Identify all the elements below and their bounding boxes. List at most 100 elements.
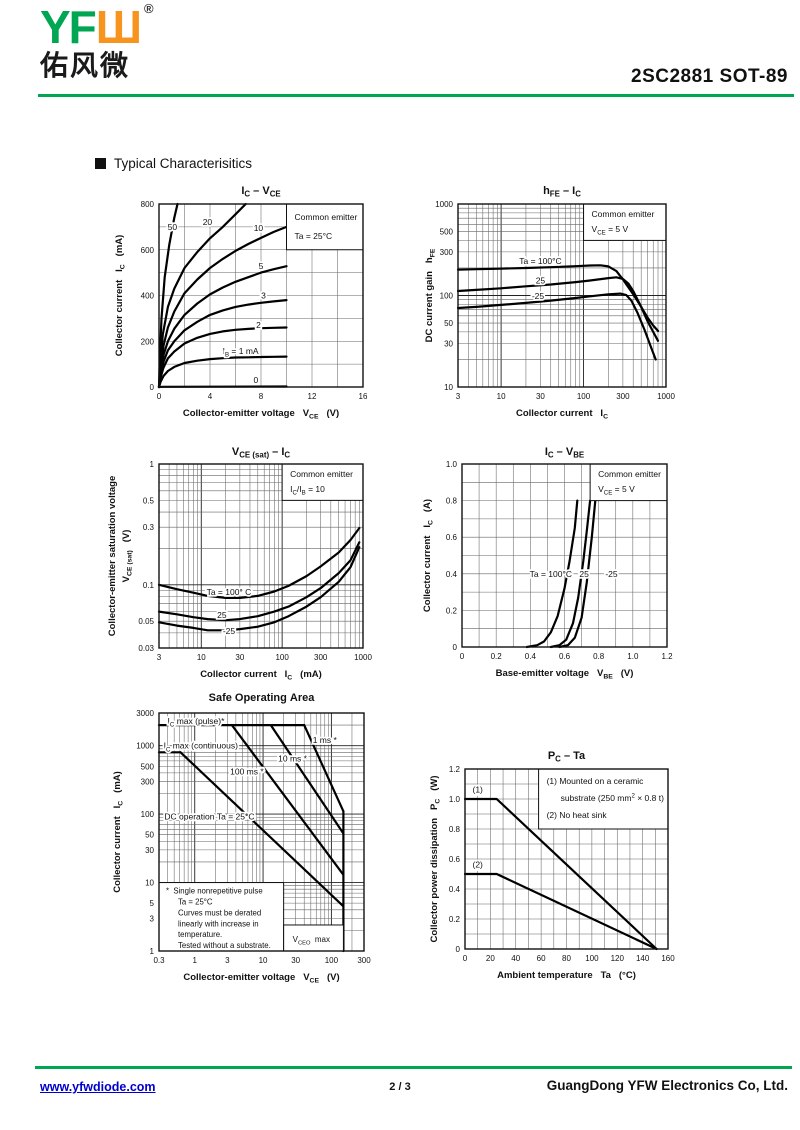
x-tick-label: 1.0 <box>627 652 639 661</box>
x-tick-label: 30 <box>235 653 244 662</box>
legend-text: Common emitter <box>295 212 358 222</box>
curve <box>463 797 658 951</box>
logo-yf-text: YF <box>40 1 97 53</box>
tick-labels: 3 10 30 100 300 1000 1 0.5 0.3 0.1 0.05 0.03 <box>138 460 372 662</box>
y-axis-title: Collector current IC (mA) <box>112 771 125 893</box>
x-tick-label: 1.2 <box>661 652 673 661</box>
x-tick-label: 3 <box>157 653 162 662</box>
curve <box>179 751 345 908</box>
chart-title: VCE (sat) – IC <box>232 446 291 460</box>
x-tick-label: 0.3 <box>153 956 165 965</box>
logo-wordmark: YF Ш ® <box>40 1 154 53</box>
y-tick-label: 0.4 <box>449 885 461 894</box>
x-tick-label: 40 <box>511 954 520 963</box>
y-tick-label: 500 <box>440 228 454 237</box>
y-tick-label: 0.4 <box>446 570 458 579</box>
legend-text: * Single nonrepetitive pulse <box>166 887 263 896</box>
y-tick-label: 0.3 <box>143 523 155 532</box>
legend-text: VCE = 5 V <box>598 484 635 497</box>
legend-box: Common emitter Ta = 25°C <box>286 203 364 251</box>
y-tick-label: 50 <box>444 319 453 328</box>
x-tick-label: 12 <box>308 392 317 401</box>
tick-labels: 0.3 1 3 10 30 100 3003000100050030010050301053… <box>136 709 371 965</box>
curve-label: 50 <box>168 222 178 232</box>
curve <box>303 724 345 813</box>
curve <box>157 355 288 389</box>
chart-svg-ic-vce: 50 20 10 5 3 2 IB = 1 mA 0 Common emitter Ta = 25… <box>114 185 368 421</box>
y-tick-label: 0.6 <box>446 533 458 542</box>
chart-title: Safe Operating Area <box>209 692 316 704</box>
chart-title: IC – VCE <box>241 185 280 199</box>
y-tick-label: 100 <box>141 810 155 819</box>
x-tick-label: 10 <box>259 956 268 965</box>
legend-text: Common emitter <box>598 469 661 479</box>
y-tick-label: 30 <box>444 339 453 348</box>
legend-box: VCEO max <box>283 924 344 952</box>
plot-border <box>158 712 365 952</box>
logo-w-icon: Ш <box>95 1 143 53</box>
part-number-title: 2SC2881 SOT-89 <box>631 66 788 87</box>
y-tick-label: 1000 <box>136 742 154 751</box>
y-tick-label: 5 <box>150 899 155 908</box>
y-tick-label: 0.5 <box>143 496 155 505</box>
chart-title: hFE – IC <box>543 185 581 199</box>
x-axis-title: Base-emitter voltage VBE (V) <box>496 668 634 681</box>
chart-pc-ta: (1) (2) (1) Mounted on a ceramic substrate … <box>395 733 705 1003</box>
x-tick-label: 60 <box>537 954 546 963</box>
y-tick-label: 3000 <box>136 709 154 718</box>
curve-label: Ta = 100° C <box>207 587 252 597</box>
y-axis-title: Collector current IC (mA) <box>114 235 127 357</box>
registered-trademark-icon: ® <box>144 1 154 16</box>
y-tick-label: 100 <box>440 292 454 301</box>
y-tick-label: 300 <box>440 248 454 257</box>
legend-text: Ta = 25°C <box>178 897 213 906</box>
curve-label: DC operation Ta = 25°C <box>164 812 254 822</box>
curve-label: IC max (continuous) <box>164 741 239 754</box>
website-link[interactable]: www.yfwdiode.com <box>40 1080 156 1094</box>
x-tick-label: 10 <box>497 392 506 401</box>
y-axis-title: Collector power dissipation PC (W) <box>429 776 442 943</box>
curve <box>456 276 660 342</box>
x-tick-label: 1 <box>193 956 198 965</box>
x-tick-label: 0 <box>463 954 468 963</box>
legend-text: Common emitter <box>290 469 353 479</box>
legend-box: Common emitter VCE = 5 V <box>583 203 667 241</box>
legend-text: substrate (250 mm2 × 0.8 t) <box>561 793 665 803</box>
y-tick-label: 10 <box>145 879 154 888</box>
x-tick-label: 30 <box>291 956 300 965</box>
x-tick-label: 300 <box>357 956 371 965</box>
curve <box>157 225 288 389</box>
x-axis-title: Ambient temperature Ta (°C) <box>497 970 636 981</box>
x-tick-label: 0.6 <box>559 652 571 661</box>
y-tick-label: 200 <box>141 337 155 346</box>
legend-text: Common emitter <box>592 209 655 219</box>
x-tick-label: 300 <box>616 392 630 401</box>
curve-label: 100 ms * <box>230 766 264 776</box>
legend-box: Common emitter VCE = 5 V <box>589 463 668 502</box>
y-tick-label: 1.2 <box>449 765 461 774</box>
curve <box>269 724 345 835</box>
curve-label: 25 <box>579 569 589 579</box>
tick-labels: 0 0.2 0.4 0.6 0.8 1.0 1.2 1.0 0.8 0.6 0.4 0.2 0 <box>446 460 673 661</box>
curve-label: Ta = 100°C <box>519 256 561 266</box>
x-axis-title: Collector current IC <box>516 408 608 421</box>
curve-label: 0 <box>254 375 259 385</box>
y-axis-title: VCE (sat) (V) <box>121 530 134 583</box>
y-tick-label: 0.8 <box>449 825 461 834</box>
legend-text: Tested without a substrate. <box>178 941 271 950</box>
curve-label: 1 ms * <box>313 735 338 745</box>
curve-label: Ta = 100°C <box>530 569 572 579</box>
y-tick-label: 0 <box>453 643 458 652</box>
x-tick-label: 100 <box>275 653 289 662</box>
curve <box>525 499 579 649</box>
company-name: GuangDong YFW Electronics Co, Ltd. <box>546 1078 788 1093</box>
x-tick-label: 0 <box>157 392 162 401</box>
plot-border <box>464 768 669 950</box>
x-tick-label: 300 <box>314 653 328 662</box>
plot-border <box>457 203 667 388</box>
y-tick-label: 500 <box>141 762 155 771</box>
